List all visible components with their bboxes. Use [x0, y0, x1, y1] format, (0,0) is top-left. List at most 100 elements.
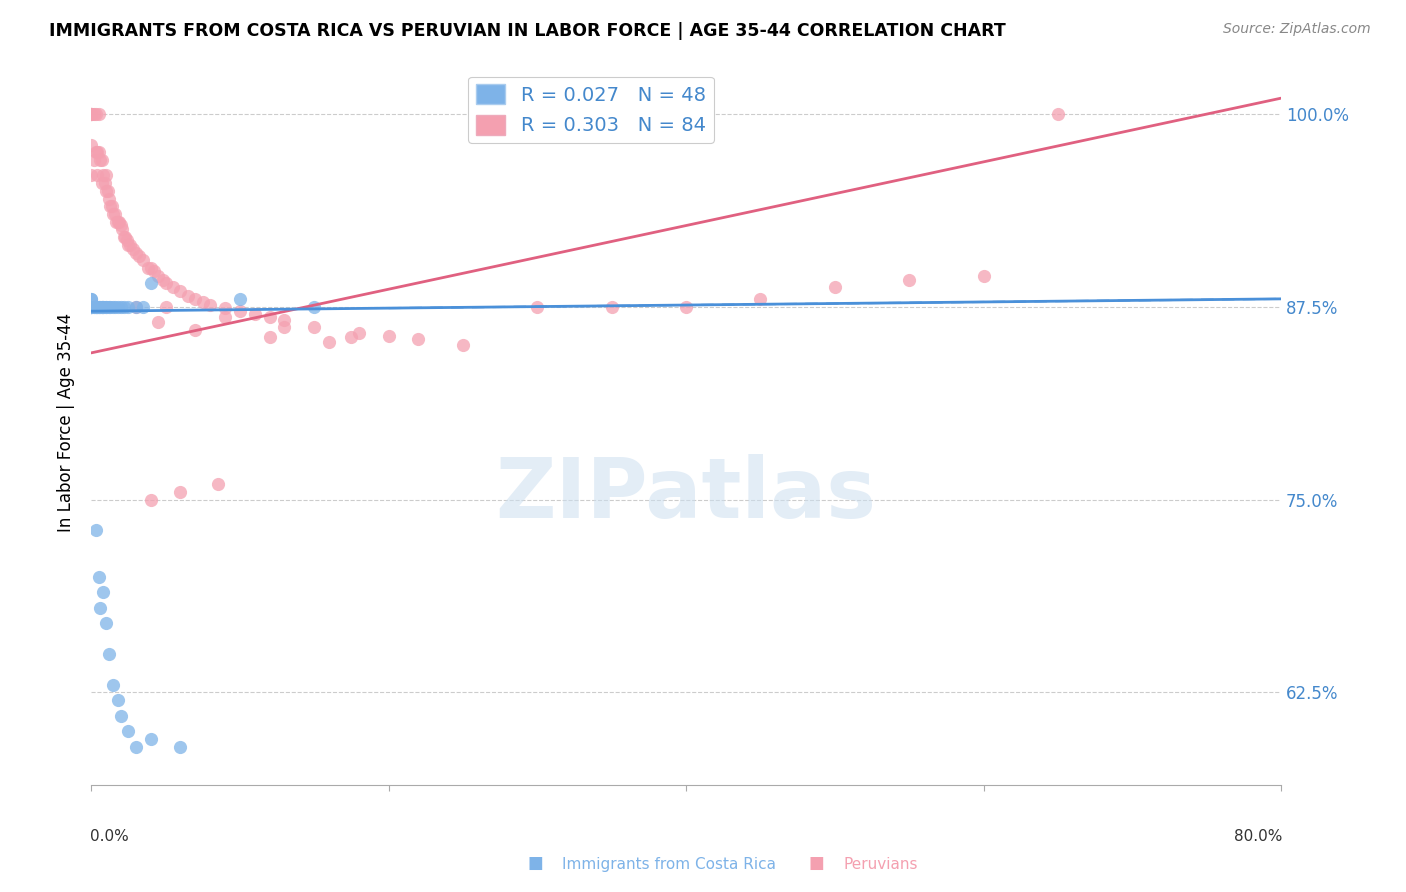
Point — [80, 106, 103, 120]
Point — [90, 300, 112, 314]
Point — [87, 570, 110, 584]
Point — [128, 249, 150, 263]
Point — [101, 199, 124, 213]
Point — [155, 277, 177, 291]
Point — [84, 300, 107, 314]
Point — [94, 300, 117, 314]
Point — [98, 192, 121, 206]
Point — [110, 300, 132, 314]
Point — [111, 222, 134, 236]
Point — [91, 585, 114, 599]
Point — [89, 153, 111, 167]
Point — [87, 300, 110, 314]
Text: 0.0%: 0.0% — [90, 829, 129, 844]
Point — [83, 300, 105, 314]
Point — [80, 300, 103, 314]
Point — [80, 106, 103, 120]
Point — [184, 323, 207, 337]
Point — [112, 230, 135, 244]
Point — [117, 237, 139, 252]
Point — [139, 260, 162, 275]
Point — [162, 279, 184, 293]
Point — [142, 264, 165, 278]
Point — [973, 268, 995, 283]
Point — [100, 300, 122, 314]
Point — [104, 300, 127, 314]
Text: Immigrants from Costa Rica: Immigrants from Costa Rica — [562, 857, 776, 872]
Point — [86, 169, 108, 183]
Point — [146, 315, 169, 329]
Point — [103, 207, 125, 221]
Point — [103, 678, 125, 692]
Point — [155, 300, 177, 314]
Point — [302, 319, 325, 334]
Point — [83, 106, 105, 120]
Point — [347, 326, 370, 340]
Point — [377, 329, 399, 343]
Point — [340, 330, 363, 344]
Point — [207, 477, 229, 491]
Point — [146, 268, 169, 283]
Point — [91, 300, 114, 314]
Point — [177, 289, 200, 303]
Point — [125, 739, 148, 754]
Point — [259, 310, 281, 325]
Text: ZIPatlas: ZIPatlas — [495, 454, 876, 535]
Point — [108, 215, 131, 229]
Point — [98, 300, 121, 314]
Y-axis label: In Labor Force | Age 35-44: In Labor Force | Age 35-44 — [58, 313, 75, 532]
Point — [451, 338, 474, 352]
Text: ■: ■ — [808, 855, 824, 872]
Point — [87, 300, 110, 314]
Point — [169, 739, 191, 754]
Point — [91, 300, 114, 314]
Point — [110, 708, 132, 723]
Point — [93, 176, 115, 190]
Point — [90, 176, 112, 190]
Point — [83, 300, 105, 314]
Point — [94, 300, 117, 314]
Point — [80, 300, 103, 314]
Point — [80, 137, 103, 152]
Point — [110, 218, 132, 232]
Text: 80.0%: 80.0% — [1234, 829, 1282, 844]
Point — [80, 300, 103, 314]
Point — [94, 184, 117, 198]
Point — [90, 153, 112, 167]
Point — [259, 330, 281, 344]
Point — [1046, 106, 1069, 120]
Point — [89, 600, 111, 615]
Point — [84, 300, 107, 314]
Point — [117, 300, 139, 314]
Point — [214, 301, 236, 315]
Point — [100, 199, 122, 213]
Point — [94, 615, 117, 630]
Point — [80, 169, 103, 183]
Point — [98, 647, 121, 661]
Point — [898, 273, 921, 287]
Point — [600, 300, 623, 314]
Point — [107, 300, 129, 314]
Point — [80, 106, 103, 120]
Point — [169, 284, 191, 298]
Point — [107, 215, 129, 229]
Point — [87, 106, 110, 120]
Point — [112, 300, 135, 314]
Text: Peruvians: Peruvians — [844, 857, 918, 872]
Point — [90, 300, 112, 314]
Point — [94, 169, 117, 183]
Point — [273, 313, 295, 327]
Point — [80, 106, 103, 120]
Point — [139, 731, 162, 746]
Point — [118, 237, 141, 252]
Point — [273, 319, 295, 334]
Point — [125, 300, 148, 314]
Point — [243, 307, 266, 321]
Point — [526, 300, 548, 314]
Text: Source: ZipAtlas.com: Source: ZipAtlas.com — [1223, 22, 1371, 37]
Point — [86, 300, 108, 314]
Point — [191, 295, 214, 310]
Point — [117, 724, 139, 739]
Point — [107, 693, 129, 707]
Point — [115, 233, 138, 247]
